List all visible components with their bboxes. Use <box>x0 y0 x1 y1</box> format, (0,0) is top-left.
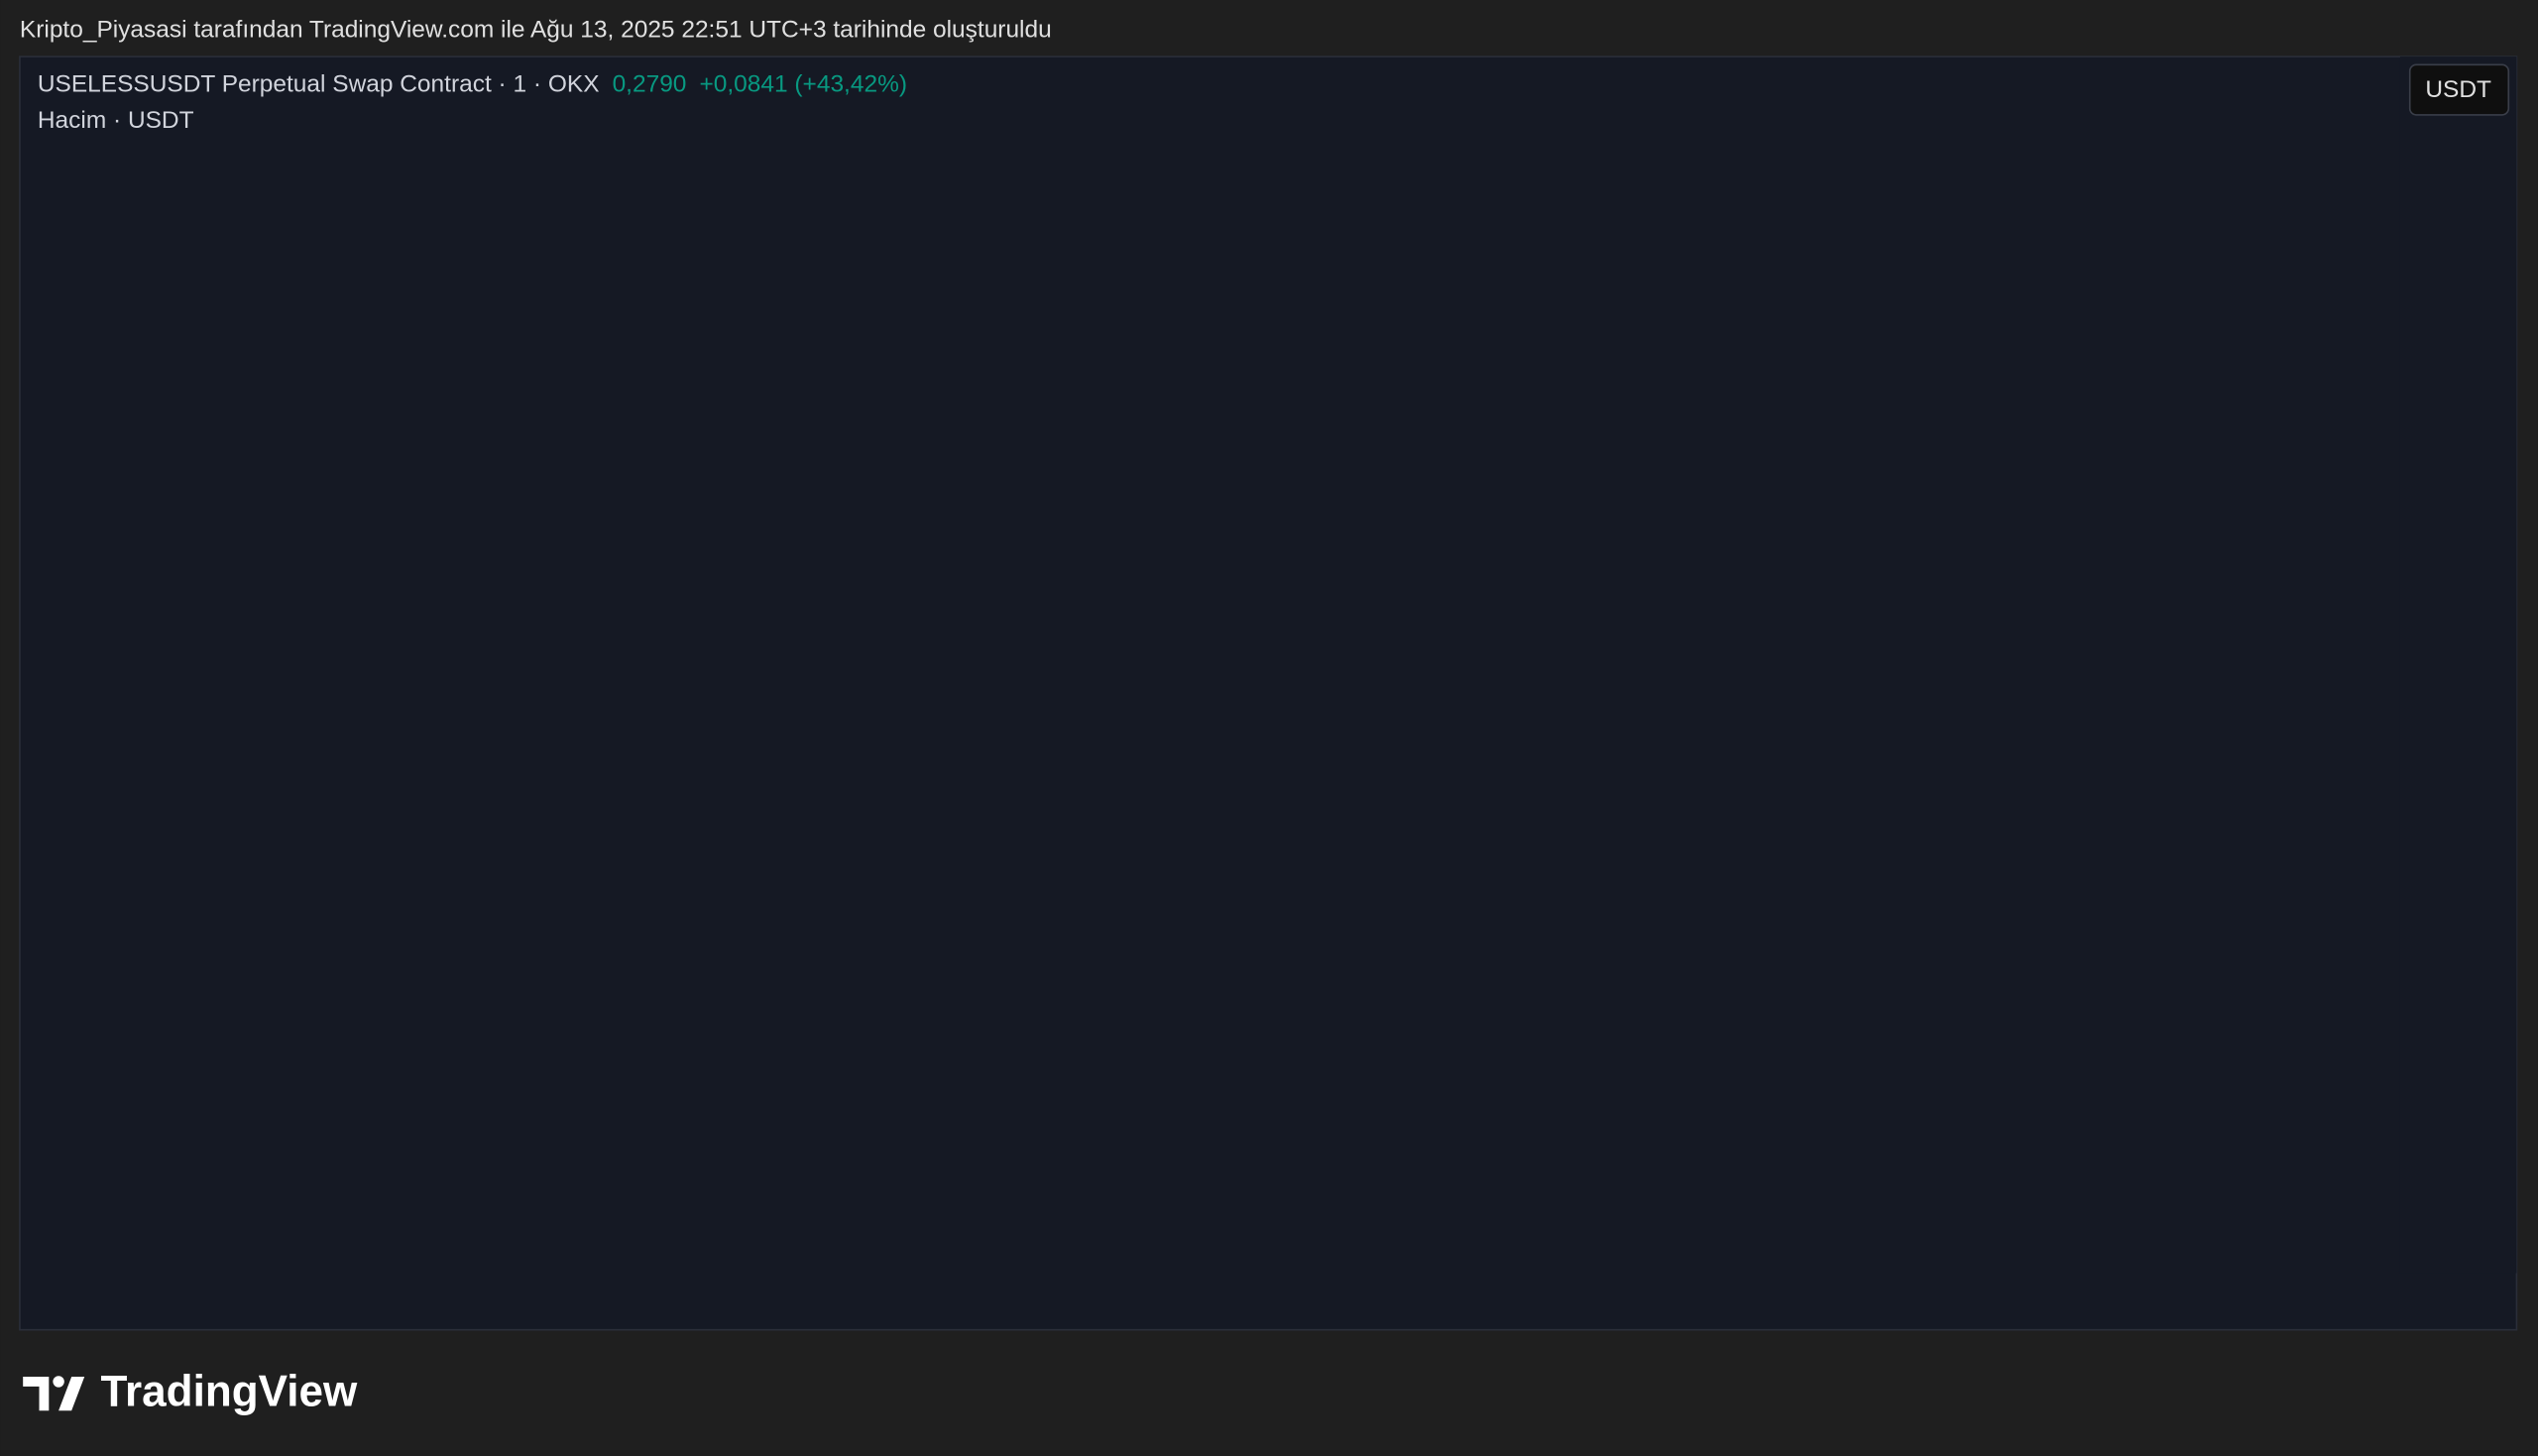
brand: TradingView <box>101 1368 358 1416</box>
chart-frame <box>19 56 2518 1331</box>
price-axis <box>2399 56 2517 1274</box>
logo-mark <box>23 1377 50 1411</box>
price-change: +0,0841 (+43,42%) <box>699 71 907 98</box>
currency-button[interactable] <box>2408 63 2510 116</box>
logo-dot <box>53 1376 64 1388</box>
caption: Kripto_Piyasasi tarafından TradingView.c… <box>20 16 1052 43</box>
symbol: USELESSUSDT Perpetual Swap Contract · 1 … <box>38 71 907 98</box>
last-price: 0,2790 <box>613 71 687 98</box>
symbol-name: USELESSUSDT Perpetual Swap Contract · 1 … <box>38 71 600 98</box>
logo-slash <box>58 1377 85 1411</box>
volume-title: Hacim · USDT <box>38 107 194 134</box>
currency: USDT <box>2425 76 2491 103</box>
brand-logo <box>23 1376 85 1411</box>
